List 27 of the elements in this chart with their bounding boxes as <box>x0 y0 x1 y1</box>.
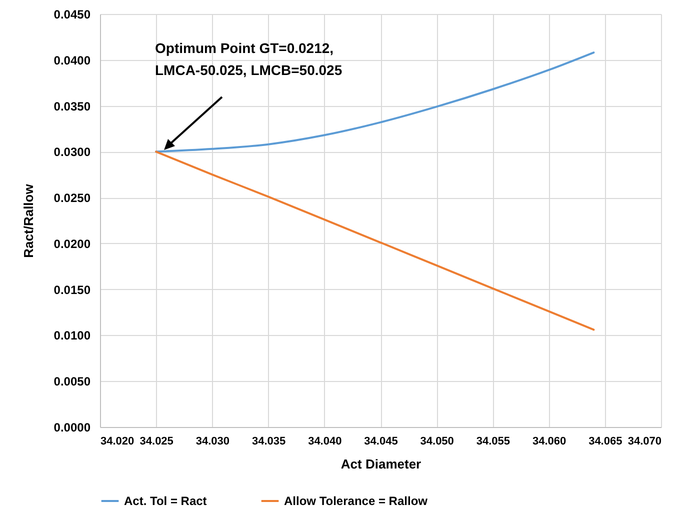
x-tick-label: 34.055 <box>476 436 510 448</box>
y-tick-label: 0.0100 <box>54 328 91 343</box>
x-tick-label: 34.060 <box>532 436 566 448</box>
legend-label: Act. Tol = Ract <box>124 494 207 508</box>
y-tick-label: 0.0050 <box>54 374 91 389</box>
line-series <box>155 150 595 331</box>
y-axis-title: Ract/Rallow <box>20 183 36 258</box>
y-tick-label: 0.0300 <box>54 145 91 160</box>
y-tick-label: 0.0450 <box>54 8 91 22</box>
x-tick-label: 34.040 <box>308 436 342 448</box>
x-axis-title: Act Diameter <box>340 456 422 472</box>
x-tick-label: 34.030 <box>196 436 230 448</box>
x-tick-label: 34.045 <box>364 436 398 448</box>
x-tick-label: 34.070 <box>628 436 662 448</box>
x-tick-label: 34.065 <box>588 436 622 448</box>
annotation: Optimum Point GT=0.0212, LMCA-50.025, LMCB=50.025 <box>155 40 342 78</box>
y-tick-label: 0.0250 <box>54 191 91 206</box>
legend-label: Allow Tolerance = Rallow <box>284 494 428 508</box>
x-tick-label: 34.025 <box>140 436 174 448</box>
x-tick-label: 34.050 <box>420 436 454 448</box>
x-tick-label: 34.035 <box>252 436 286 448</box>
x-tick-label: 34.020 <box>100 436 134 448</box>
y-tick-label: 0.0000 <box>54 420 91 434</box>
y-tick-label: 0.0400 <box>54 53 91 68</box>
y-tick-label: 0.0150 <box>54 282 91 297</box>
y-tick-label: 0.0200 <box>54 236 91 251</box>
y-tick-label: 0.0350 <box>54 99 91 114</box>
